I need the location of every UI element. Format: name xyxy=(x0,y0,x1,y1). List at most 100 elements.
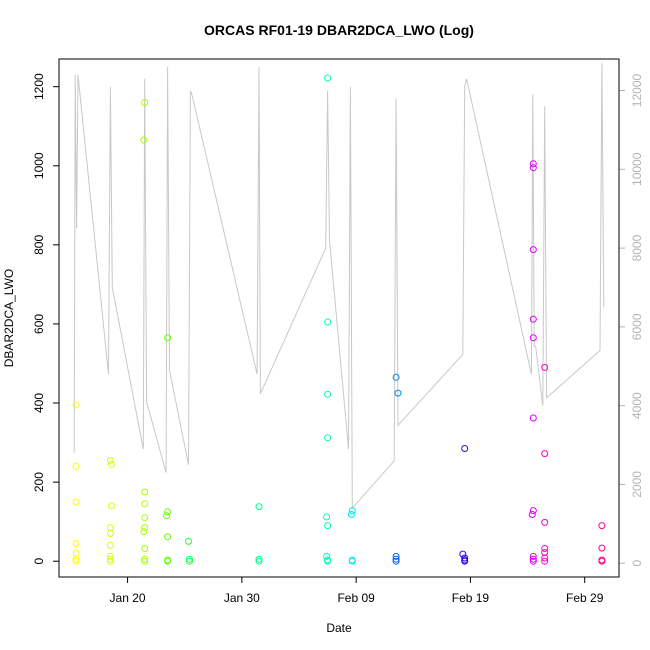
data-point xyxy=(529,552,537,560)
data-point xyxy=(106,552,114,560)
chart-title: ORCAS RF01-19 DBAR2DCA_LWO (Log) xyxy=(204,22,474,38)
data-point xyxy=(392,373,400,381)
data-point xyxy=(529,555,537,563)
data-point xyxy=(255,503,263,511)
data-point xyxy=(541,518,549,526)
point-layer xyxy=(72,74,606,565)
data-point xyxy=(323,552,331,560)
data-point xyxy=(141,500,149,508)
data-point xyxy=(392,557,400,565)
data-point xyxy=(529,507,537,515)
data-point xyxy=(529,334,537,342)
data-point xyxy=(106,530,114,537)
data-point xyxy=(186,557,193,565)
left-axis-tick-label: 600 xyxy=(32,314,46,334)
data-point xyxy=(141,99,149,106)
data-point xyxy=(141,488,149,496)
x-axis-tick-label: Jan 20 xyxy=(110,591,146,605)
data-point xyxy=(394,389,402,397)
data-point xyxy=(529,557,537,565)
data-point xyxy=(164,533,172,541)
data-point xyxy=(106,541,114,549)
data-point xyxy=(164,334,172,342)
left-y-axis: 0 200 400 600 800 1000 1200 xyxy=(32,73,60,565)
data-point xyxy=(528,511,536,518)
data-point xyxy=(324,74,332,82)
data-point xyxy=(461,557,469,565)
data-point xyxy=(72,555,80,563)
y-axis-label: DBAR2DCA_LWO xyxy=(2,269,16,367)
data-point xyxy=(107,460,115,468)
right-axis-tick-label: 2000 xyxy=(630,471,644,498)
left-axis-tick-label: 800 xyxy=(32,235,46,255)
data-point xyxy=(529,315,537,323)
data-point xyxy=(186,555,193,563)
data-point xyxy=(141,555,149,563)
data-point xyxy=(106,555,114,563)
data-point xyxy=(541,554,549,562)
data-point xyxy=(106,524,114,532)
right-axis-tick-label: 4000 xyxy=(630,392,644,419)
data-point xyxy=(348,507,356,515)
right-axis-tick-label: 0 xyxy=(630,560,644,567)
data-point xyxy=(529,414,537,422)
plot-frame xyxy=(58,58,620,578)
data-point xyxy=(529,160,537,168)
x-axis-tick-label: Feb 29 xyxy=(566,591,604,605)
right-axis-tick-label: 6000 xyxy=(630,313,644,340)
data-point xyxy=(164,508,172,516)
data-point xyxy=(141,524,149,532)
x-axis: Jan 20 Jan 30 Feb 09 Feb 19 Feb 29 xyxy=(110,576,604,605)
left-axis-tick-label: 0 xyxy=(32,558,46,565)
data-point xyxy=(598,557,606,565)
data-point xyxy=(324,318,332,326)
data-point xyxy=(324,557,332,565)
data-point xyxy=(141,557,149,565)
x-axis-tick-label: Feb 09 xyxy=(337,591,375,605)
data-point xyxy=(541,450,549,458)
data-point xyxy=(72,462,80,470)
data-point xyxy=(140,528,148,535)
data-point xyxy=(72,539,80,547)
data-point xyxy=(185,537,192,545)
left-axis-tick-label: 1000 xyxy=(32,152,46,179)
right-axis-tick-label: 10000 xyxy=(630,152,644,186)
left-axis-tick-label: 200 xyxy=(32,472,46,492)
data-point xyxy=(72,549,80,557)
data-point xyxy=(255,555,263,563)
data-point xyxy=(348,557,356,565)
data-point xyxy=(141,514,149,522)
data-point xyxy=(255,557,263,565)
right-axis-tick-label: 8000 xyxy=(630,234,644,261)
data-point xyxy=(324,390,332,398)
data-point xyxy=(598,544,606,552)
data-point xyxy=(324,434,332,442)
data-point xyxy=(107,502,115,510)
data-point xyxy=(323,513,331,521)
x-axis-label: Date xyxy=(326,621,352,635)
x-axis-tick-label: Feb 19 xyxy=(452,591,490,605)
data-point xyxy=(72,557,80,565)
data-point xyxy=(598,522,606,530)
data-point xyxy=(72,498,80,506)
data-point xyxy=(541,557,549,565)
data-point xyxy=(529,246,537,254)
data-point xyxy=(72,401,80,409)
data-point xyxy=(529,164,537,172)
line-layer xyxy=(73,62,605,510)
data-point xyxy=(164,557,172,565)
data-point xyxy=(392,552,400,560)
x-axis-tick-label: Jan 30 xyxy=(224,591,260,605)
data-point xyxy=(392,555,400,563)
data-point xyxy=(140,136,148,144)
data-point xyxy=(163,512,171,520)
data-point xyxy=(106,456,114,464)
data-point xyxy=(347,511,355,518)
left-axis-tick-label: 400 xyxy=(32,393,46,413)
data-point xyxy=(541,363,549,371)
right-y-axis: 0 2000 4000 6000 8000 10000 12000 xyxy=(618,74,644,567)
right-axis-tick-label: 12000 xyxy=(630,74,644,108)
data-point xyxy=(461,554,469,562)
data-point xyxy=(541,545,549,552)
